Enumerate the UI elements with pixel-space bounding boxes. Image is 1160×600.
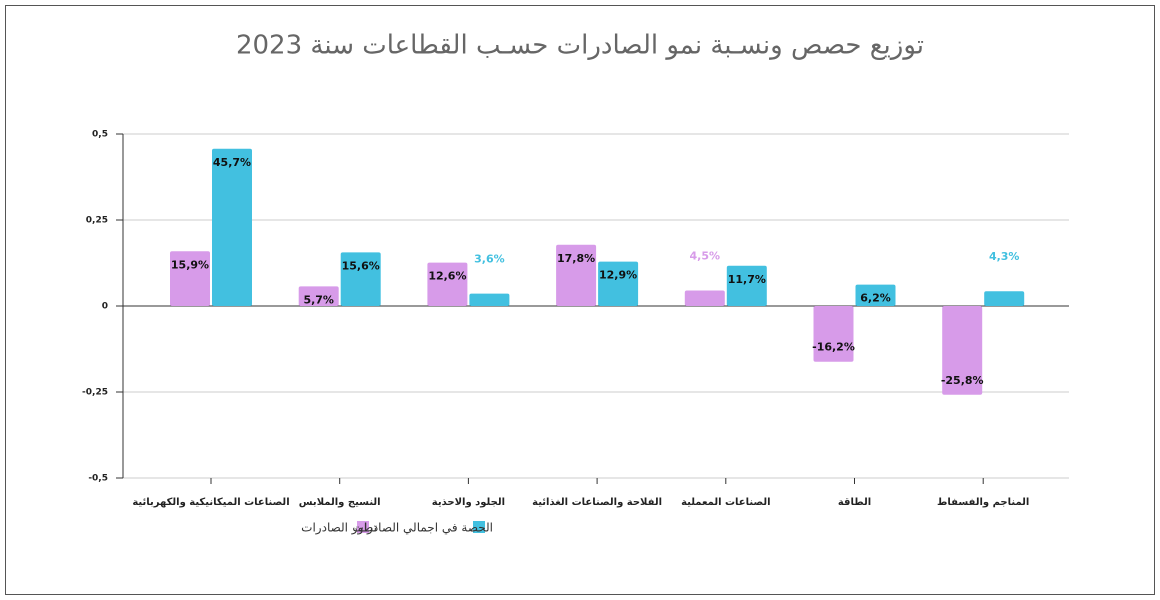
legend-swatch [473, 521, 485, 533]
y-tick-label: 0,25 [86, 216, 108, 226]
y-tick-label: -0,5 [88, 474, 108, 484]
x-tick-label: الفلاحة والصناعات الغذائية [532, 497, 662, 508]
bar [984, 291, 1025, 306]
x-tick-label: الصناعات الميكانيكية والكهربائية [132, 497, 289, 508]
chart-title: توزيع حصص ونسـبة نمو الصادرات حسـب القطا… [236, 31, 924, 61]
data-label: 15,9% [171, 258, 209, 271]
data-label: 6,2% [860, 292, 891, 305]
y-tick-label: 0 [102, 302, 108, 312]
y-tick-label: 0,5 [92, 130, 108, 140]
data-label: 17,8% [557, 252, 595, 265]
data-label: 45,7% [213, 156, 251, 169]
x-tick-label: النسيج والملابس [299, 497, 381, 508]
bar [942, 306, 983, 395]
data-label: 4,3% [989, 250, 1020, 263]
legend-label: الحصة في اجمالي الصادرات [352, 521, 493, 536]
x-tick-label: الجلود والاحذية [432, 497, 505, 508]
data-label: -16,2% [812, 341, 855, 354]
data-label: 11,7% [728, 273, 766, 286]
x-tick-label: المناجم والفسفاط [937, 497, 1029, 508]
y-tick-label: -0,25 [82, 388, 108, 398]
bar [340, 252, 381, 306]
legend-label: تطور الصادرات [301, 521, 377, 536]
data-label: 4,5% [690, 250, 721, 263]
data-label: 12,9% [599, 269, 637, 282]
bar [855, 284, 896, 306]
bar [598, 261, 639, 306]
data-label: 12,6% [428, 270, 466, 283]
bar [212, 148, 252, 306]
data-label: -25,8% [941, 374, 984, 387]
bar [298, 286, 339, 306]
bar [726, 265, 767, 306]
data-label: 3,6% [474, 253, 505, 266]
data-label: 15,6% [342, 259, 380, 272]
bar [684, 290, 725, 306]
bar [427, 262, 468, 306]
bar [170, 251, 210, 306]
x-tick-label: الصناعات المعملية [681, 497, 770, 508]
bar [813, 306, 854, 362]
bar [556, 244, 597, 306]
data-label: 5,7% [303, 293, 334, 306]
legend-swatch [357, 521, 369, 533]
x-tick-label: الطاقة [838, 497, 871, 508]
bar [469, 293, 510, 306]
